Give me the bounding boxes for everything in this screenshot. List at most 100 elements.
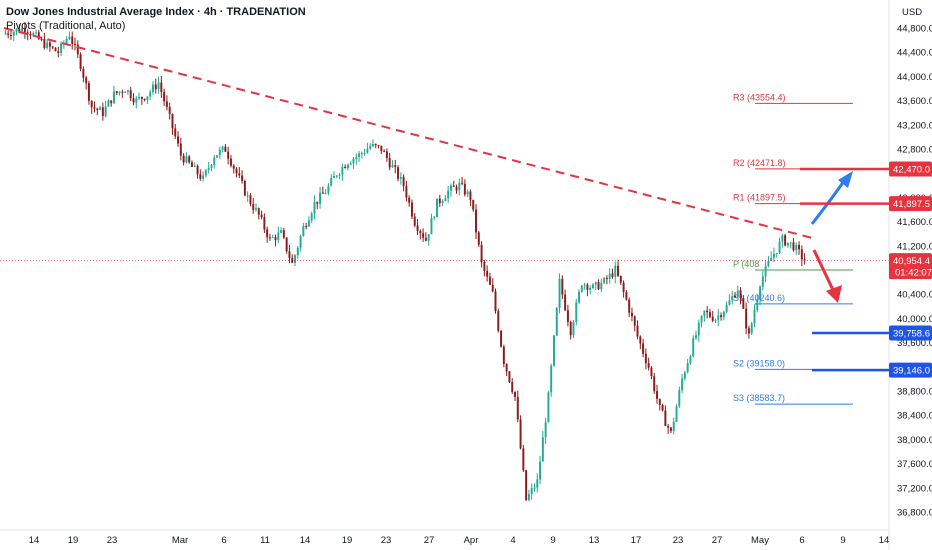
candle-body bbox=[388, 158, 391, 168]
candle-body bbox=[360, 153, 363, 155]
candle-body bbox=[204, 170, 207, 176]
candle-body bbox=[422, 233, 425, 238]
candle-body bbox=[280, 230, 283, 233]
candle-body bbox=[725, 304, 728, 312]
candle-body bbox=[700, 315, 703, 323]
price-tick-label: 38,400.0 bbox=[897, 411, 932, 422]
candle-body bbox=[115, 91, 118, 94]
candle-body bbox=[397, 167, 400, 179]
pivot-label-p: P (408 bbox=[733, 259, 759, 269]
candle-body bbox=[433, 217, 436, 219]
time-tick-label: 11 bbox=[260, 535, 270, 546]
candle-body bbox=[753, 310, 756, 324]
candle-body bbox=[463, 183, 466, 195]
candle-body bbox=[786, 242, 789, 246]
candle-body bbox=[341, 166, 344, 175]
candle-body bbox=[767, 260, 770, 266]
candle-body bbox=[675, 406, 678, 422]
candle-body bbox=[514, 391, 516, 397]
candle-body bbox=[430, 218, 433, 235]
candle-body bbox=[383, 151, 386, 153]
candle-body bbox=[561, 278, 564, 295]
candle-body bbox=[338, 174, 341, 176]
candle-body bbox=[255, 208, 257, 210]
candle-body bbox=[720, 315, 723, 318]
indicator-legend[interactable]: Pivots (Traditional, Auto) bbox=[6, 20, 126, 32]
candle-body bbox=[647, 363, 650, 368]
candle-body bbox=[578, 291, 581, 303]
time-tick-label: 17 bbox=[631, 535, 642, 546]
candle-body bbox=[424, 237, 427, 241]
candle-body bbox=[402, 176, 405, 187]
candle-body bbox=[232, 165, 235, 169]
descending-trendline bbox=[3, 27, 813, 239]
countdown-label: 01:42:07 bbox=[895, 268, 932, 279]
candle-body bbox=[483, 261, 486, 271]
candle-body bbox=[199, 174, 202, 179]
candle-body bbox=[132, 98, 135, 103]
candle-body bbox=[564, 294, 567, 311]
candle-body bbox=[363, 152, 366, 154]
candle-body bbox=[372, 144, 374, 147]
candle-body bbox=[734, 295, 736, 298]
time-tick-label: May bbox=[751, 535, 769, 546]
candle-body bbox=[580, 285, 583, 292]
candle-body bbox=[536, 479, 539, 488]
candle-body bbox=[608, 273, 611, 279]
candle-body bbox=[57, 51, 60, 54]
candle-body bbox=[511, 382, 514, 392]
price-tag bbox=[889, 362, 932, 378]
candle-body bbox=[569, 321, 572, 336]
candle-body bbox=[689, 356, 692, 364]
candle-body bbox=[722, 311, 725, 318]
time-axis[interactable]: 14 19 23 Mar 6 11 14 19 23 27 Apr 4 9 13 17 23 27 May 6 9 14 bbox=[29, 535, 890, 546]
price-tick-label: 40,000.0 bbox=[897, 314, 932, 325]
candle-body bbox=[299, 236, 302, 248]
candle-body bbox=[714, 319, 717, 321]
time-tick-label: 9 bbox=[550, 535, 555, 546]
candle-body bbox=[553, 335, 555, 366]
candle-body bbox=[324, 193, 327, 195]
candle-body bbox=[803, 259, 806, 261]
candle-body bbox=[594, 282, 597, 285]
candle-body bbox=[90, 100, 93, 108]
candle-body bbox=[469, 191, 472, 200]
candle-body bbox=[486, 270, 489, 277]
candle-body bbox=[747, 328, 750, 334]
currency-label: USD bbox=[902, 7, 922, 18]
candle-body bbox=[669, 427, 672, 431]
candle-body bbox=[533, 487, 536, 489]
candle-body bbox=[76, 44, 79, 55]
candle-body bbox=[695, 335, 697, 339]
pivot-label-r3: R3 (43554.4) bbox=[733, 92, 786, 102]
price-tick-label: 37,200.0 bbox=[897, 483, 932, 494]
candle-body bbox=[633, 316, 636, 326]
candle-body bbox=[789, 242, 792, 244]
candle-body bbox=[307, 220, 310, 227]
candle-body bbox=[708, 312, 711, 317]
candle-body bbox=[224, 146, 227, 152]
candle-body bbox=[664, 410, 667, 426]
candle-body bbox=[104, 106, 107, 117]
candle-body bbox=[770, 257, 773, 261]
price-tick-label: 43,600.0 bbox=[897, 96, 932, 107]
candle-body bbox=[202, 175, 205, 179]
candle-body bbox=[21, 28, 24, 33]
candle-body bbox=[672, 421, 675, 431]
price-tag-label: 39,758.6 bbox=[893, 329, 930, 340]
candle-body bbox=[436, 198, 438, 218]
chart-title: Dow Jones Industrial Average Index · 4h … bbox=[6, 6, 306, 18]
candle-body bbox=[369, 146, 372, 149]
candle-body bbox=[344, 166, 347, 169]
candle-body bbox=[475, 209, 477, 233]
candle-body bbox=[327, 185, 330, 194]
candle-body bbox=[717, 315, 720, 320]
candle-body bbox=[656, 391, 658, 399]
candle-body bbox=[118, 91, 121, 94]
price-tick-label: 42,800.0 bbox=[897, 145, 932, 156]
candle-body bbox=[539, 461, 542, 480]
candle-body bbox=[149, 92, 152, 97]
candle-body bbox=[500, 330, 503, 347]
candle-body bbox=[522, 448, 525, 471]
